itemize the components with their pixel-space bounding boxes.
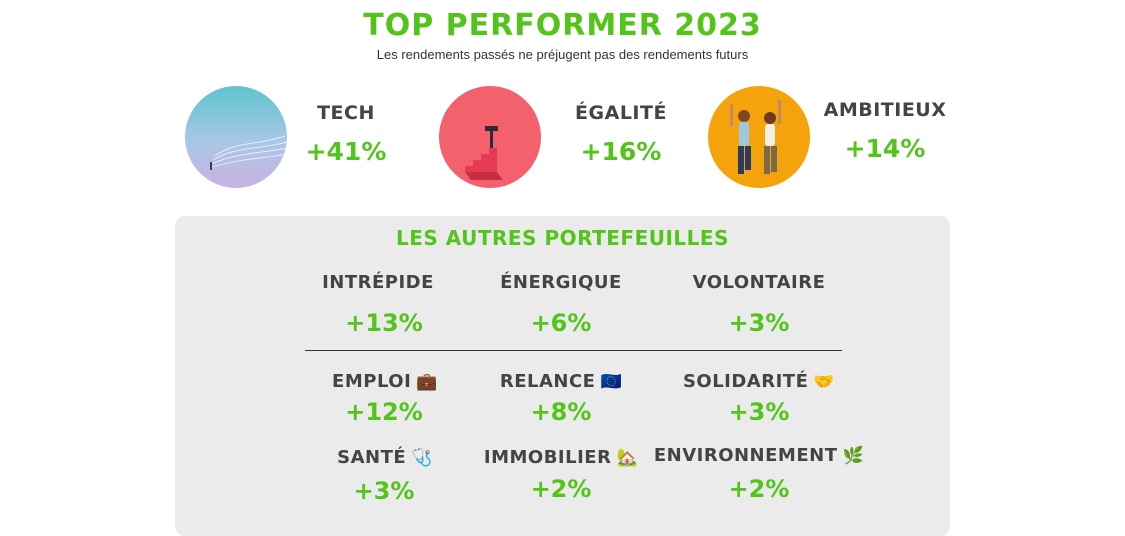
portfolio-name: INTRÉPIDE — [322, 272, 434, 293]
top-performer-name: AMBITIEUX — [823, 99, 947, 121]
portfolio-pct: +3% — [728, 398, 790, 426]
top-performer-pct: +16% — [580, 137, 662, 166]
portfolio-pct: +2% — [530, 475, 592, 503]
other-portfolios-panel — [175, 216, 950, 536]
portfolio-name: ÉNERGIQUE — [500, 272, 622, 293]
portfolio-name-solidarite: SOLIDARITÉ 🤝 — [649, 371, 869, 392]
portfolio-pct: +6% — [530, 309, 592, 337]
portfolio-pct: +2% — [728, 475, 790, 503]
portfolio-pct: +12% — [345, 398, 423, 426]
portfolio-name-label: IMMOBILIER — [483, 447, 612, 468]
portfolio-name-sante: SANTÉ 🩺 — [275, 447, 495, 468]
handshake-icon: 🤝 — [813, 372, 836, 392]
portfolio-pct: +8% — [530, 398, 592, 426]
portfolio-name: VOLONTAIRE — [692, 272, 826, 293]
briefcase-icon: 💼 — [416, 372, 438, 392]
other-portfolios-title: LES AUTRES PORTEFEUILLES — [396, 226, 729, 250]
portfolio-name-label: SANTÉ — [337, 447, 407, 468]
house-icon: 🏡 — [616, 448, 639, 468]
eu-flag-icon: 🇪🇺 — [600, 372, 623, 392]
top-performer-pct: +41% — [305, 137, 387, 166]
portfolio-name-label: RELANCE — [499, 371, 596, 392]
portfolio-name-label: ENVIRONNEMENT — [653, 445, 838, 466]
top-performer-name: TECH — [317, 102, 375, 124]
portfolio-name-emploi: EMPLOI 💼 — [275, 371, 495, 392]
summit-stairs-image — [439, 86, 541, 188]
jumping-couple-image — [708, 86, 810, 188]
portfolio-name-immobilier: IMMOBILIER 🏡 — [451, 447, 671, 468]
page-title: TOP PERFORMER 2023 — [363, 8, 762, 43]
portfolio-name-label: EMPLOI — [332, 371, 412, 392]
portfolio-name-label: SOLIDARITÉ — [682, 371, 809, 392]
portfolio-pct: +3% — [353, 477, 415, 505]
portfolio-pct: +13% — [345, 309, 423, 337]
stethoscope-icon: 🩺 — [411, 448, 433, 468]
portfolio-name-relance: RELANCE 🇪🇺 — [451, 371, 671, 392]
top-performer-name: ÉGALITÉ — [575, 102, 667, 124]
leaf-icon: 🌿 — [842, 446, 865, 466]
portfolio-pct: +3% — [728, 309, 790, 337]
tech-landscape-image — [185, 86, 287, 188]
portfolio-name-environnement: ENVIRONNEMENT 🌿 — [649, 445, 869, 466]
disclaimer-subtitle: Les rendements passés ne préjugent pas d… — [376, 47, 749, 62]
row-divider — [305, 350, 842, 351]
top-performer-pct: +14% — [844, 134, 926, 163]
